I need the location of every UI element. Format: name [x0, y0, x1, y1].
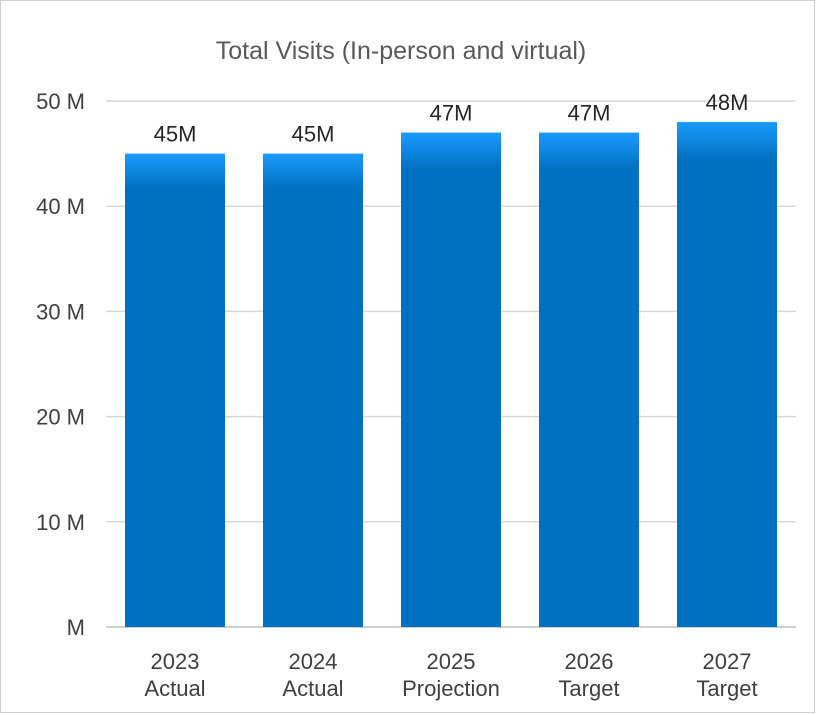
y-axis-tick-labels: M 10 M 20 M 30 M 40 M 50 M — [36, 89, 85, 640]
bar — [539, 132, 639, 627]
x-category-label: 2026 Target — [558, 649, 619, 701]
data-label: 45M — [154, 122, 197, 147]
y-tick-label: 30 M — [36, 299, 85, 324]
data-label: 47M — [568, 101, 611, 126]
x-category-label: 2027 Target — [696, 649, 757, 701]
data-labels: 45M 45M 47M 47M 48M — [154, 90, 749, 147]
x-category-label: 2023 Actual — [144, 649, 205, 701]
bar — [401, 132, 501, 627]
x-axis-category-labels: 2023 Actual 2024 Actual 2025 Projection 2026 Ta… — [144, 649, 757, 701]
bar — [677, 122, 777, 627]
y-tick-label: 20 M — [36, 405, 85, 430]
data-label: 47M — [430, 101, 473, 126]
y-tick-label: M — [67, 615, 85, 640]
bar — [125, 153, 225, 627]
y-tick-label: 40 M — [36, 194, 85, 219]
bar — [263, 153, 363, 627]
data-label: 45M — [292, 122, 335, 147]
chart-title: Total Visits (In-person and virtual) — [216, 37, 587, 65]
y-tick-label: 10 M — [36, 510, 85, 535]
data-label: 48M — [706, 90, 749, 115]
x-category-label: 2024 Actual — [282, 649, 343, 701]
bars — [125, 122, 777, 627]
y-tick-label: 50 M — [36, 89, 85, 114]
x-category-label: 2025 Projection — [402, 649, 500, 701]
